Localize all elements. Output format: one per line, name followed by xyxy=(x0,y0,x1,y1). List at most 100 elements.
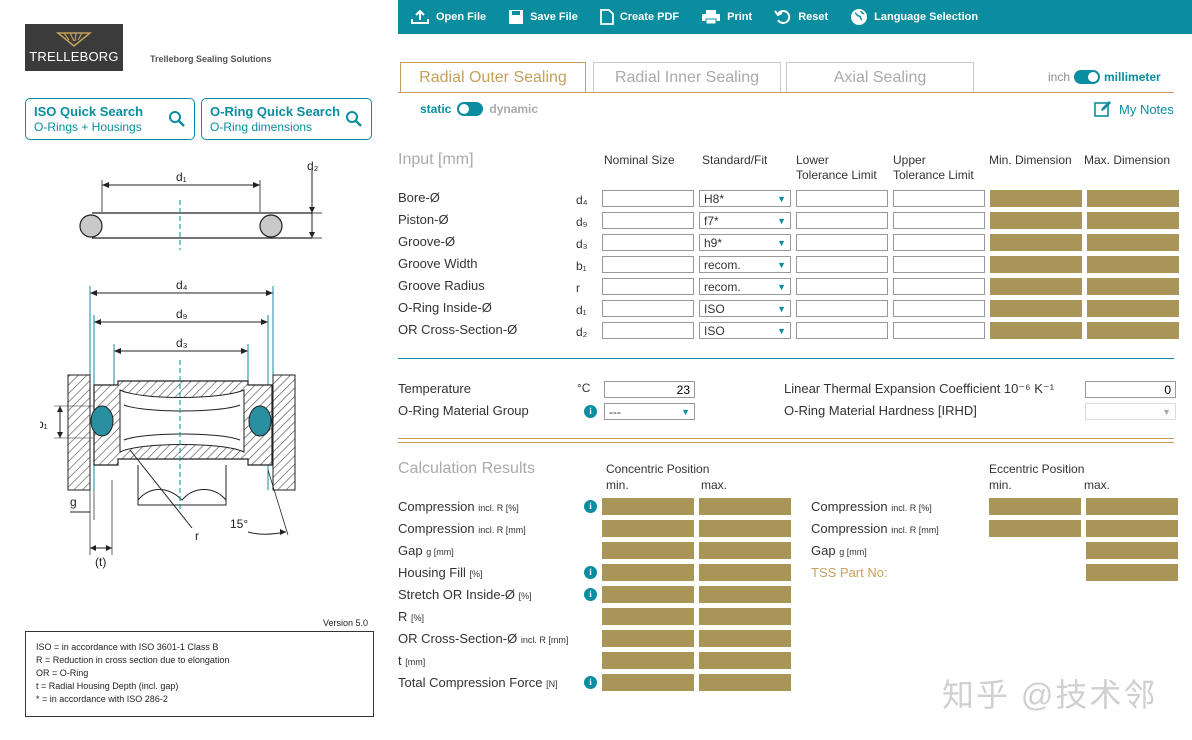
reset-button[interactable]: Reset xyxy=(774,9,828,25)
nominal-size-input[interactable] xyxy=(602,190,694,207)
iso-quick-search-title: ISO Quick Search xyxy=(34,104,144,119)
hardness-select[interactable]: ▼ xyxy=(1085,403,1176,420)
lower-tolerance-input[interactable] xyxy=(796,234,888,251)
my-notes-label: My Notes xyxy=(1119,101,1174,117)
lower-tolerance-input[interactable] xyxy=(796,190,888,207)
standard-fit-select[interactable]: ISO ▼ xyxy=(699,322,791,339)
nominal-size-input[interactable] xyxy=(602,322,694,339)
nominal-size-input[interactable] xyxy=(602,212,694,229)
upper-tolerance-input[interactable] xyxy=(893,300,985,317)
standard-fit-select[interactable]: H8* ▼ xyxy=(699,190,791,207)
open-file-label: Open File xyxy=(436,11,487,23)
lower-tolerance-input[interactable] xyxy=(796,256,888,273)
standard-fit-select[interactable]: recom. ▼ xyxy=(699,256,791,273)
lower-tolerance-input[interactable] xyxy=(796,322,888,339)
concentric-max-value xyxy=(699,542,791,559)
standard-fit-select[interactable]: f7* ▼ xyxy=(699,212,791,229)
unit-switch[interactable] xyxy=(1074,70,1101,84)
oring-quick-search-button[interactable]: O-Ring Quick Search O-Ring dimensions xyxy=(201,98,372,140)
upper-tolerance-input[interactable] xyxy=(893,212,985,229)
save-file-label: Save File xyxy=(530,11,578,23)
concentric-min-value xyxy=(602,520,694,537)
chevron-down-icon: ▼ xyxy=(681,406,690,417)
concentric-position-header: Concentric Position xyxy=(606,462,710,476)
standard-fit-select[interactable]: ISO ▼ xyxy=(699,300,791,317)
standard-fit-select[interactable]: h9* ▼ xyxy=(699,234,791,251)
material-group-select[interactable]: --- ▼ xyxy=(604,403,695,420)
upper-tolerance-input[interactable] xyxy=(893,234,985,251)
result-label-text: Stretch OR Inside-Ø xyxy=(398,587,516,602)
logo-emblem-icon xyxy=(56,32,92,47)
edit-note-icon xyxy=(1094,101,1111,117)
input-row-label: Groove-Ø xyxy=(398,234,456,249)
mode-dynamic-label: dynamic xyxy=(489,102,539,116)
chevron-down-icon: ▼ xyxy=(777,193,786,204)
logo-text: TRELLEBORG xyxy=(29,49,119,64)
nominal-size-input[interactable] xyxy=(602,256,694,273)
nominal-size-input[interactable] xyxy=(602,300,694,317)
mode-switch[interactable] xyxy=(457,102,484,116)
upper-tolerance-input[interactable] xyxy=(893,278,985,295)
lower-tolerance-input[interactable] xyxy=(796,212,888,229)
d4-label: d₄ xyxy=(176,278,188,292)
open-file-button[interactable]: Open File xyxy=(410,9,486,25)
result-label-text: OR Cross-Section-Ø xyxy=(398,631,518,646)
info-icon[interactable]: i xyxy=(584,676,597,689)
info-icon[interactable]: i xyxy=(584,500,597,513)
info-icon[interactable]: i xyxy=(584,588,597,601)
concentric-min-header: min. xyxy=(606,478,629,492)
company-name: Trelleborg Sealing Solutions xyxy=(150,54,272,64)
r-label: r xyxy=(195,529,199,543)
nominal-size-input[interactable] xyxy=(602,234,694,251)
input-row-label: Piston-Ø xyxy=(398,212,449,227)
d2-label: d₂ xyxy=(307,159,319,173)
result-label-unit: [%] xyxy=(518,591,532,601)
standard-fit-select[interactable]: recom. ▼ xyxy=(699,278,791,295)
tab-radial-inner-sealing[interactable]: Radial Inner Sealing xyxy=(593,62,781,92)
iso-quick-search-subtitle: O-Rings + Housings xyxy=(34,120,142,134)
create-pdf-button[interactable]: Create PDF xyxy=(599,9,679,25)
max-dimension-value xyxy=(1087,322,1179,339)
concentric-max-value xyxy=(699,674,791,691)
concentric-min-value xyxy=(602,542,694,559)
nominal-size-input[interactable] xyxy=(602,278,694,295)
info-icon[interactable]: i xyxy=(584,566,597,579)
input-title: Input [mm] xyxy=(398,151,474,168)
language-selection-button[interactable]: Language Selection xyxy=(850,8,978,26)
result-label-unit: [N] xyxy=(546,679,558,689)
eccentric-row-label: Gap g [mm] xyxy=(811,543,867,558)
lower-tolerance-input[interactable] xyxy=(796,278,888,295)
oring-quick-search-subtitle: O-Ring dimensions xyxy=(210,120,313,134)
concentric-min-value xyxy=(602,608,694,625)
thermal-coefficient-input[interactable] xyxy=(1085,381,1176,398)
eccentric-max-value xyxy=(1086,498,1178,515)
temperature-input[interactable] xyxy=(604,381,695,398)
result-label-unit: g [mm] xyxy=(426,547,454,557)
min-dimension-value xyxy=(990,212,1082,229)
max-dimension-value xyxy=(1087,212,1179,229)
print-button[interactable]: Print xyxy=(701,9,752,25)
legend-box: ISO = in accordance with ISO 3601-1 Clas… xyxy=(25,631,374,717)
tab-axial-sealing[interactable]: Axial Sealing xyxy=(786,62,974,92)
concentric-max-value xyxy=(699,520,791,537)
tab-radial-outer-sealing[interactable]: Radial Outer Sealing xyxy=(400,62,586,92)
standard-fit-value: H8* xyxy=(704,191,725,206)
save-file-button[interactable]: Save File xyxy=(508,9,578,25)
eccentric-max-value xyxy=(1086,542,1178,559)
iso-quick-search-button[interactable]: ISO Quick Search O-Rings + Housings xyxy=(25,98,195,140)
upper-tolerance-input[interactable] xyxy=(893,256,985,273)
concentric-max-value xyxy=(699,630,791,647)
lower-tolerance-input[interactable] xyxy=(796,300,888,317)
input-row-symbol: b₁ xyxy=(576,259,587,273)
eccentric-min-value xyxy=(989,498,1081,515)
max-dimension-value xyxy=(1087,256,1179,273)
col-min-dimension: Min. Dimension xyxy=(989,153,1072,167)
upper-tolerance-input[interactable] xyxy=(893,190,985,207)
my-notes-button[interactable]: My Notes xyxy=(1094,100,1174,118)
result-row-label: Compression incl. R [mm] xyxy=(398,521,526,536)
tss-part-no-value xyxy=(1086,564,1178,581)
max-dimension-value xyxy=(1087,234,1179,251)
eccentric-max-value xyxy=(1086,520,1178,537)
upper-tolerance-input[interactable] xyxy=(893,322,985,339)
info-icon[interactable]: i xyxy=(584,405,597,418)
